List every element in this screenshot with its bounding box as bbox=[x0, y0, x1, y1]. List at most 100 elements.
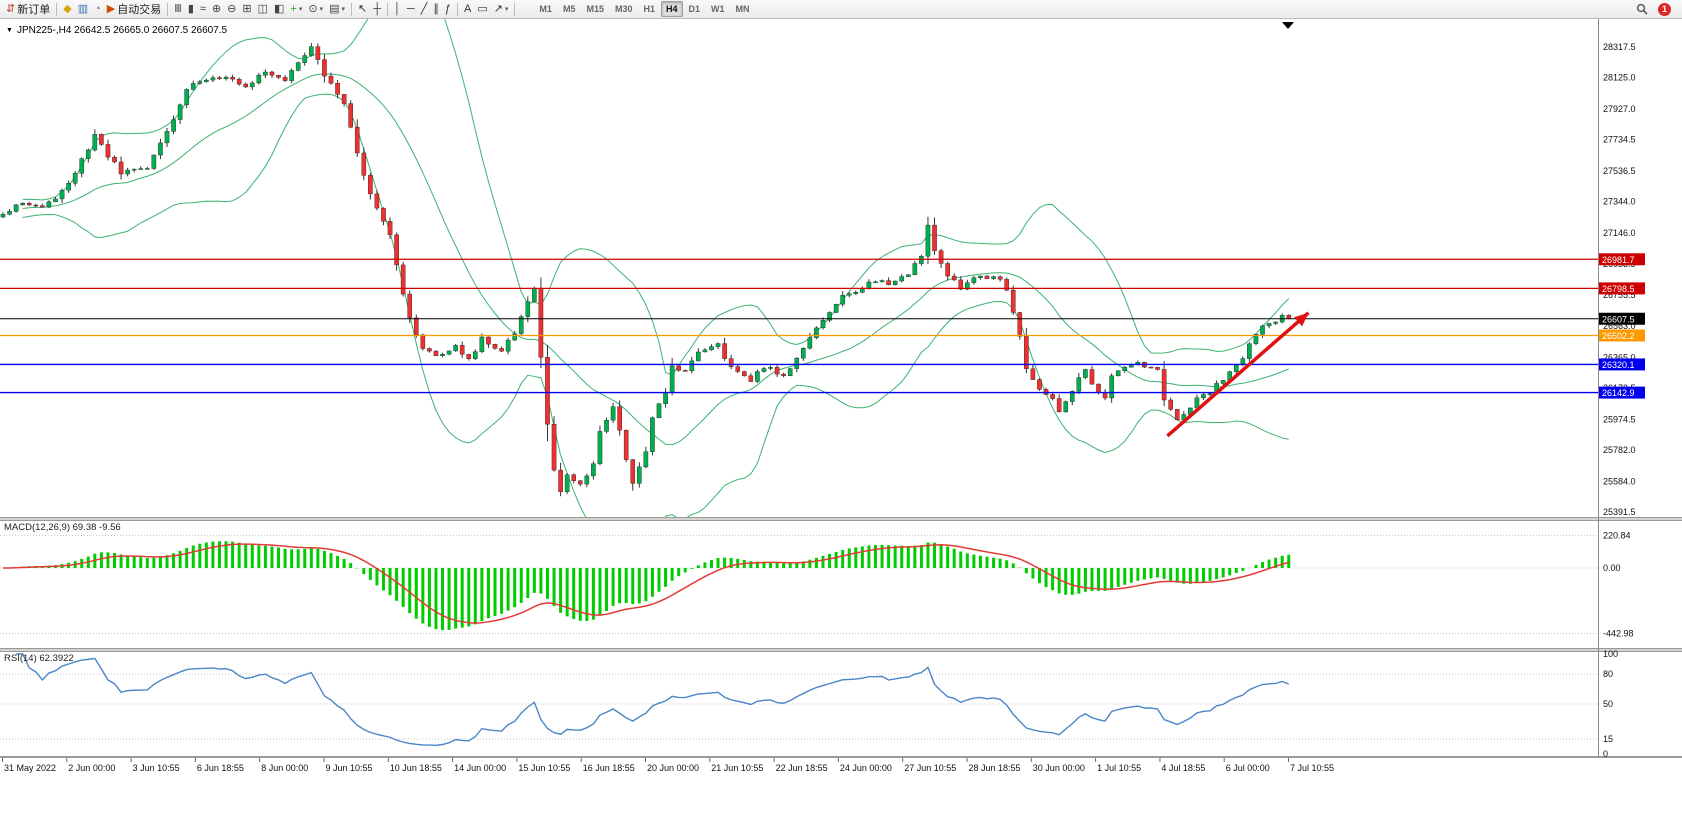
svg-text:22 Jun 18:55: 22 Jun 18:55 bbox=[776, 763, 828, 773]
time-axis[interactable] bbox=[0, 758, 1598, 778]
svg-text:2 Jun 00:00: 2 Jun 00:00 bbox=[68, 763, 115, 773]
periods-icon: ⊙ bbox=[308, 2, 318, 15]
line-chart-button[interactable]: ≈ bbox=[197, 1, 209, 18]
timeframe-m5-button[interactable]: M5 bbox=[562, 4, 576, 14]
channel-button[interactable]: ∥ bbox=[430, 1, 442, 18]
svg-text:26607.5: 26607.5 bbox=[1602, 314, 1635, 324]
svg-text:50: 50 bbox=[1603, 699, 1613, 709]
text-label-icon: A bbox=[463, 2, 472, 15]
svg-text:28317.5: 28317.5 bbox=[1603, 42, 1636, 52]
zoom-out-button[interactable]: ⊖ bbox=[224, 1, 239, 18]
data-window-button[interactable]: ▥ bbox=[75, 1, 91, 18]
svg-text:220.84: 220.84 bbox=[1603, 530, 1631, 540]
arrange-windows-button[interactable]: ◧ bbox=[271, 1, 287, 18]
templates-icon: ▤ bbox=[329, 2, 340, 15]
cursor-icon: ↖ bbox=[358, 2, 368, 15]
bar-chart-button[interactable]: Ⅲ bbox=[171, 1, 185, 18]
svg-text:26365.0: 26365.0 bbox=[1603, 352, 1636, 362]
svg-text:31 May 2022: 31 May 2022 bbox=[4, 763, 56, 773]
svg-text:30 Jun 00:00: 30 Jun 00:00 bbox=[1033, 763, 1085, 773]
trendline-icon: ╱ bbox=[420, 2, 428, 15]
svg-text:14 Jun 00:00: 14 Jun 00:00 bbox=[454, 763, 506, 773]
toolbar-divider bbox=[456, 2, 458, 16]
svg-text:15: 15 bbox=[1603, 734, 1613, 744]
svg-text:27146.0: 27146.0 bbox=[1603, 228, 1636, 238]
svg-text:21 Jun 10:55: 21 Jun 10:55 bbox=[711, 763, 763, 773]
svg-text:6 Jul 00:00: 6 Jul 00:00 bbox=[1226, 763, 1270, 773]
auto-trading-icon: ▶ bbox=[106, 2, 116, 15]
channel-icon: ∥ bbox=[433, 2, 439, 15]
timeframe-m30-button[interactable]: M30 bbox=[614, 4, 633, 14]
timeframe-h1-button[interactable]: H1 bbox=[643, 4, 655, 14]
timeframe-m1-button[interactable]: M1 bbox=[539, 4, 552, 14]
svg-text:26798.5: 26798.5 bbox=[1602, 284, 1635, 294]
vertical-line-icon: │ bbox=[394, 2, 401, 15]
svg-text:9 Jun 10:55: 9 Jun 10:55 bbox=[326, 763, 373, 773]
candlestick-chart-icon: ▮ bbox=[187, 2, 194, 15]
chart-title: ▼ JPN225-,H4 26642.5 26665.0 26607.5 266… bbox=[6, 25, 227, 36]
templates-button[interactable]: ▤ ▾ bbox=[326, 1, 348, 18]
macd-indicator-label: MACD(12,26,9) 69.38 -9.56 bbox=[4, 522, 121, 533]
periods-button[interactable]: ⊙ ▾ bbox=[305, 1, 326, 18]
svg-text:15 Jun 10:55: 15 Jun 10:55 bbox=[518, 763, 570, 773]
cursor-button[interactable]: ↖ bbox=[355, 1, 370, 18]
horizontal-line-button[interactable]: ─ bbox=[404, 1, 418, 18]
zoom-in-button[interactable]: ⊕ bbox=[209, 1, 224, 18]
market-watch-icon: ◆ bbox=[63, 2, 72, 15]
text-box-button[interactable]: ▭ bbox=[474, 1, 490, 18]
svg-text:0.00: 0.00 bbox=[1603, 563, 1621, 573]
rsi-indicator-label: RSI(14) 62.3922 bbox=[4, 653, 74, 664]
fibonacci-button[interactable]: ƒ bbox=[442, 1, 454, 18]
svg-text:0: 0 bbox=[1603, 749, 1608, 759]
add-indicator-button[interactable]: + ▾ bbox=[287, 1, 305, 18]
svg-text:27927.0: 27927.0 bbox=[1603, 104, 1636, 114]
zoom-out-icon: ⊖ bbox=[227, 2, 237, 15]
toolbar-right: 1 bbox=[1633, 1, 1679, 18]
pane-separator-rsi[interactable] bbox=[0, 648, 1682, 652]
cascade-windows-button[interactable]: ◫ bbox=[255, 1, 271, 18]
timeframe-toolbar: M1 M5 M15 M30 H1 H4 D1 W1 MN bbox=[534, 1, 754, 17]
new-order-icon: ⇵ bbox=[6, 2, 16, 15]
search-button[interactable] bbox=[1633, 1, 1651, 18]
notification-badge[interactable]: 1 bbox=[1658, 2, 1671, 16]
svg-text:16 Jun 18:55: 16 Jun 18:55 bbox=[583, 763, 635, 773]
tile-windows-button[interactable]: ⊞ bbox=[239, 1, 254, 18]
timeframe-m15-button[interactable]: M15 bbox=[586, 4, 604, 14]
svg-text:8 Jun 00:00: 8 Jun 00:00 bbox=[261, 763, 308, 773]
crosshair-button[interactable]: ┼ bbox=[370, 1, 384, 18]
symbol-dropdown-icon[interactable]: ▼ bbox=[6, 27, 13, 34]
new-order-button[interactable]: ⇵ 新订单 bbox=[3, 1, 53, 18]
toolbar-divider bbox=[514, 2, 516, 16]
svg-text:100: 100 bbox=[1603, 649, 1618, 659]
timeframe-d1-button[interactable]: D1 bbox=[688, 4, 701, 14]
trendline-button[interactable]: ╱ bbox=[418, 1, 431, 18]
horizontal-line-icon: ─ bbox=[406, 2, 415, 15]
arrows-tool-button[interactable]: ↗ ▾ bbox=[491, 1, 512, 18]
svg-text:28 Jun 18:55: 28 Jun 18:55 bbox=[969, 763, 1021, 773]
market-watch-button[interactable]: ◆ bbox=[60, 1, 74, 18]
svg-text:25782.0: 25782.0 bbox=[1603, 445, 1636, 455]
svg-text:25974.5: 25974.5 bbox=[1603, 414, 1636, 424]
timeframe-h4-button[interactable]: H4 bbox=[661, 1, 683, 17]
arrange-windows-icon: ◧ bbox=[273, 2, 285, 15]
candlestick-chart-button[interactable]: ▮ bbox=[185, 1, 197, 18]
toolbar: ⇵ 新订单 ◆ ▥ ◔ ▶ 自动交易 Ⅲ ▮ ≈ ⊕ ⊖ ⊞ ◫ ◧ + ▾ ⊙ ▾ ▤ ▾ ↖ ┼ │ ─ ╱ ∥ ƒ A ▭ ↗ ▾ M1… bbox=[0, 0, 1682, 19]
auto-trading-button[interactable]: ▶ 自动交易 bbox=[104, 1, 164, 18]
svg-text:26563.0: 26563.0 bbox=[1603, 321, 1636, 331]
timeframe-w1-button[interactable]: W1 bbox=[711, 4, 725, 14]
toolbar-divider bbox=[56, 2, 58, 16]
vertical-line-button[interactable]: │ bbox=[391, 1, 404, 18]
pane-separator-macd[interactable] bbox=[0, 517, 1682, 521]
timeframe-mn-button[interactable]: MN bbox=[735, 4, 750, 14]
navigator-button[interactable]: ◔ bbox=[91, 1, 104, 18]
fibonacci-icon: ƒ bbox=[444, 2, 451, 15]
dropdown-caret-icon: ▾ bbox=[504, 6, 509, 13]
chart-title-text: JPN225-,H4 26642.5 26665.0 26607.5 26607… bbox=[16, 25, 228, 36]
svg-text:27734.5: 27734.5 bbox=[1603, 135, 1636, 145]
zoom-in-icon: ⊕ bbox=[211, 2, 222, 15]
svg-text:6 Jun 18:55: 6 Jun 18:55 bbox=[197, 763, 244, 773]
text-label-button[interactable]: A bbox=[461, 1, 474, 18]
